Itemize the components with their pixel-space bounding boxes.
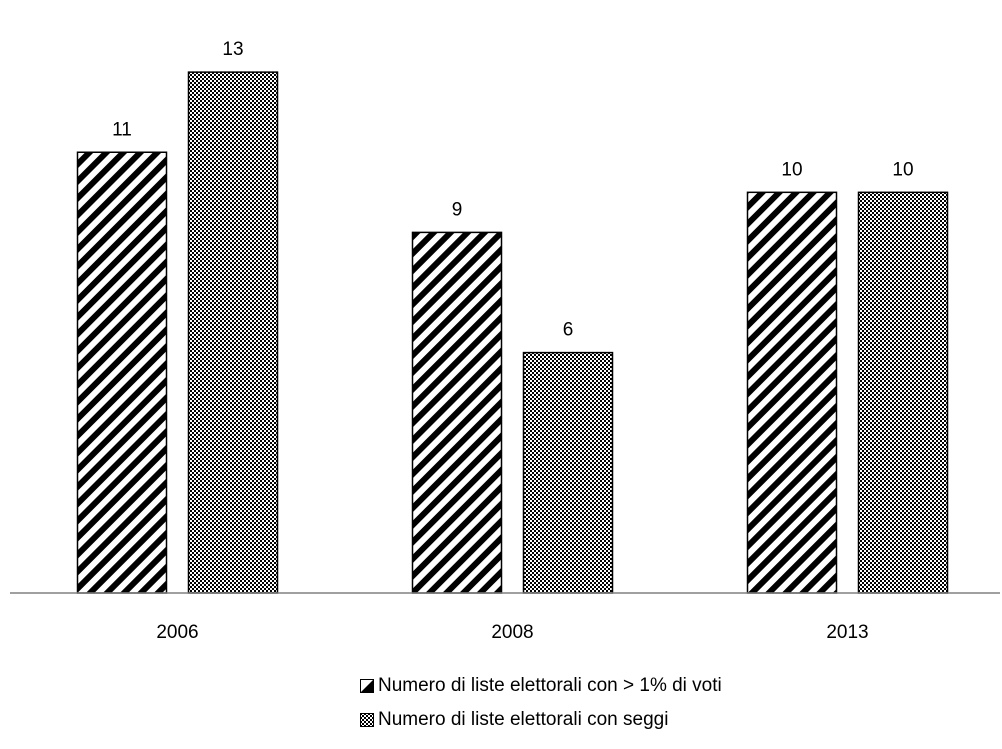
bar-2008-series-2 — [522, 351, 614, 594]
data-label-2013-series-1: 10 — [781, 159, 802, 180]
data-labels-layer: 11 13 9 6 10 10 — [112, 39, 913, 340]
bar-2013-series-2 — [857, 191, 949, 594]
legend-label-series-1: Numero di liste elettorali con > 1% di v… — [378, 675, 722, 696]
legend-swatch-checker-icon — [360, 713, 374, 727]
data-label-2008-series-1: 9 — [452, 199, 463, 220]
legend: Numero di liste elettorali con > 1% di v… — [360, 669, 722, 737]
bars-layer — [76, 71, 949, 594]
data-label-2006-series-2: 13 — [222, 39, 243, 60]
x-tick-label-2006: 2006 — [156, 622, 198, 643]
x-tick-labels-layer: 2006 2008 2013 — [156, 622, 868, 643]
bar-2013-series-1 — [746, 191, 838, 594]
legend-item-series-2: Numero di liste elettorali con seggi — [360, 703, 722, 737]
x-tick-label-2008: 2008 — [491, 622, 533, 643]
bar-2008-series-1 — [411, 231, 503, 594]
bar-2006-series-1 — [76, 151, 168, 594]
legend-swatch-stripes-icon — [360, 679, 374, 693]
data-label-2008-series-2: 6 — [563, 320, 574, 341]
data-label-2006-series-1: 11 — [112, 119, 132, 140]
bar-2006-series-2 — [187, 71, 279, 594]
legend-item-series-1: Numero di liste elettorali con > 1% di v… — [360, 669, 722, 703]
legend-label-series-2: Numero di liste elettorali con seggi — [378, 709, 669, 730]
data-label-2013-series-2: 10 — [892, 159, 913, 180]
x-tick-label-2013: 2013 — [826, 622, 868, 643]
